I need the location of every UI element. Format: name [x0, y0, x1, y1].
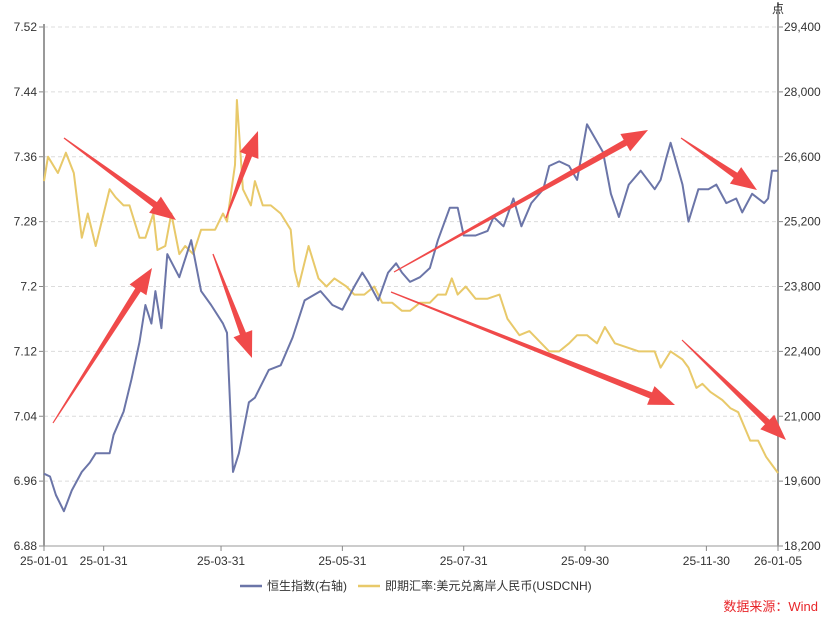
right-tick-label: 26,600 — [784, 150, 821, 164]
right-tick-label: 28,000 — [784, 85, 821, 99]
right-tick-label: 23,800 — [784, 280, 821, 294]
gridlines — [44, 26, 778, 482]
right-tick-label: 18,200 — [784, 539, 821, 553]
x-tick-label: 25-01-01 — [20, 554, 68, 568]
left-tick-label: 7.52 — [14, 20, 38, 34]
usdcnh-line — [43, 99, 779, 474]
annotation-arrow — [680, 137, 757, 190]
left-tick-label: 7.36 — [14, 150, 38, 164]
left-axis: 6.88 6.96 7.04 7.12 7.2 7.28 7.36 7.44 7.52 — [14, 20, 45, 553]
right-tick-label: 22,400 — [784, 344, 821, 358]
annotation-arrows — [52, 130, 786, 440]
hsi-line — [43, 123, 778, 513]
left-tick-label: 7.04 — [14, 409, 38, 423]
right-tick-label: 19,600 — [784, 474, 821, 488]
left-tick-label: 7.28 — [14, 215, 38, 229]
x-tick-label: 25-01-31 — [80, 554, 128, 568]
x-tick-label: 26-01-05 — [754, 554, 802, 568]
legend-item-usdcnh[interactable]: 即期汇率:美元兑离岸人民币(USDCNH) — [358, 578, 592, 593]
x-axis: 25-01-01 25-01-31 25-03-31 25-05-31 25-07-31… — [20, 545, 802, 568]
series-lines — [43, 99, 779, 513]
annotation-arrow — [393, 130, 648, 273]
x-tick-label: 25-07-31 — [440, 554, 488, 568]
data-source: 数据来源：Wind — [723, 599, 818, 614]
legend: 恒生指数(右轴) 即期汇率:美元兑离岸人民币(USDCNH) — [240, 578, 592, 593]
right-axis-unit: 点 — [772, 2, 784, 16]
left-tick-label: 7.2 — [20, 280, 37, 294]
right-tick-label: 29,400 — [784, 20, 821, 34]
annotation-arrow — [212, 253, 253, 358]
annotation-arrow — [63, 137, 176, 220]
legend-label-usdcnh: 即期汇率:美元兑离岸人民币(USDCNH) — [385, 578, 592, 593]
legend-label-hsi: 恒生指数(右轴) — [267, 578, 347, 593]
right-tick-label: 21,000 — [784, 409, 821, 423]
left-tick-label: 6.88 — [14, 539, 38, 553]
annotation-arrow — [390, 291, 675, 405]
annotation-arrow — [681, 339, 786, 440]
annotation-arrow — [225, 131, 259, 219]
right-axis: 18,200 19,600 21,000 22,400 23,800 25,200 26,6… — [777, 2, 821, 553]
left-tick-label: 6.96 — [14, 474, 38, 488]
legend-item-hsi[interactable]: 恒生指数(右轴) — [240, 578, 347, 593]
x-tick-label: 25-11-30 — [683, 554, 730, 568]
x-tick-label: 25-03-31 — [197, 554, 245, 568]
annotation-arrow — [52, 268, 152, 424]
x-tick-label: 25-05-31 — [318, 554, 366, 568]
x-tick-label: 25-09-30 — [561, 554, 609, 568]
right-tick-label: 25,200 — [784, 215, 821, 229]
left-tick-label: 7.44 — [14, 85, 38, 99]
left-tick-label: 7.12 — [14, 344, 38, 358]
